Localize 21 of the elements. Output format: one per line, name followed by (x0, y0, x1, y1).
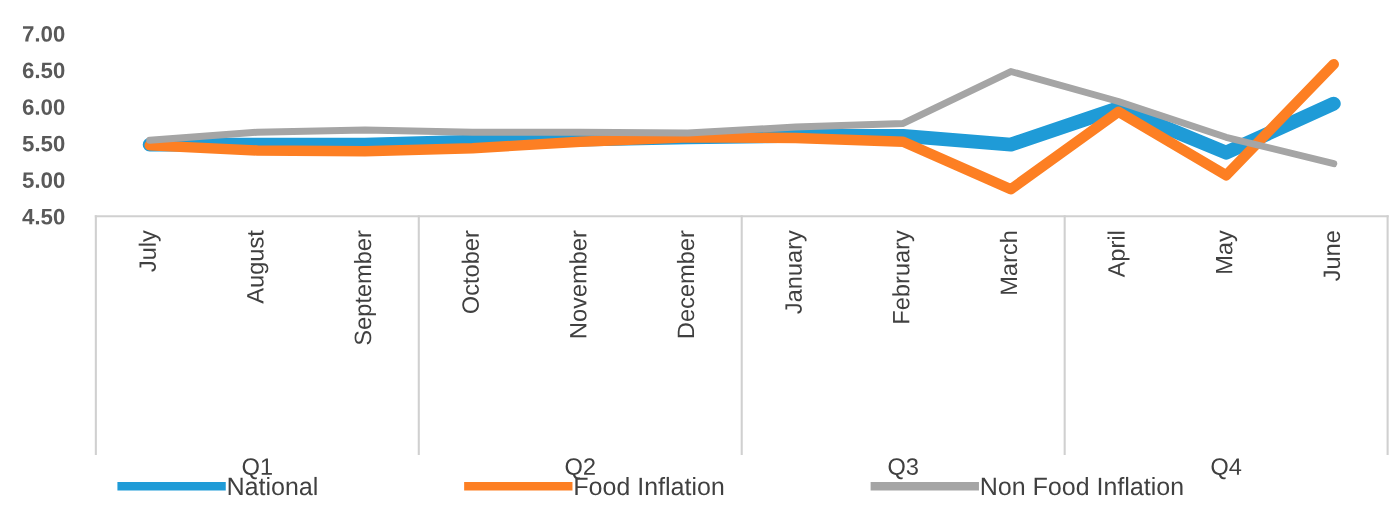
y-tick-label: 4.50 (22, 208, 65, 225)
y-tick-label: 6.50 (22, 62, 65, 79)
text: Q3 (888, 458, 918, 480)
legend-label: Non Food Inflation (981, 476, 1183, 496)
x-tick-label: June (1323, 231, 1341, 282)
x-tick-label: February (892, 230, 915, 323)
x-tick-label: November (569, 230, 587, 338)
x-tick-label: March (999, 231, 1018, 294)
text: Q4 (1211, 458, 1242, 480)
x-tick-label: August (247, 230, 269, 304)
y-tick-label: 7.00 (22, 26, 65, 42)
x-tick-label: December (676, 230, 695, 338)
y-tick-label: 5.00 (22, 172, 65, 189)
x-tick-label: October (461, 230, 479, 314)
x-tick-label: September (353, 230, 376, 345)
x-tick-label: May (1216, 230, 1238, 273)
y-tick-label: 6.00 (22, 99, 65, 115)
x-tick-label: April (1107, 231, 1130, 278)
y-tick-label: 5.50 (22, 135, 65, 152)
x-tick-label: July (138, 230, 161, 272)
x-tick-label: January (785, 230, 807, 314)
